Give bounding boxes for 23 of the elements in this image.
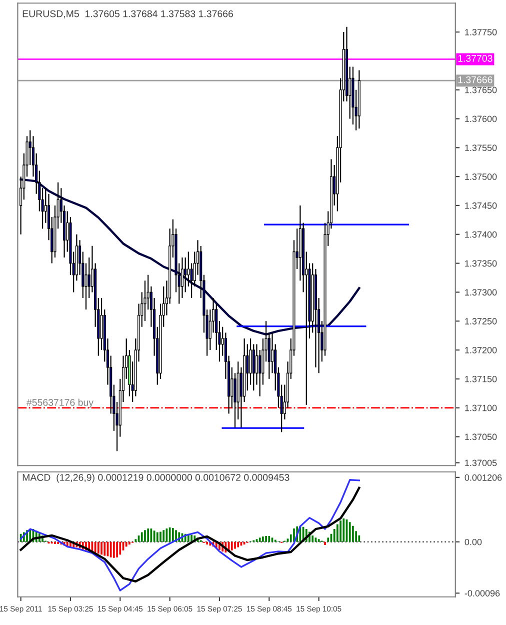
y-tick-label: 1.37650 — [465, 86, 497, 94]
y-tick-label: -0.00096 — [464, 590, 500, 596]
y-tick-label: 1.37600 — [465, 116, 497, 122]
y-tick-label: 1.37100 — [465, 404, 497, 412]
ref-line-label: 1.37666 — [458, 76, 492, 84]
y-tick-label: 1.37450 — [465, 202, 497, 209]
chart-title: MACD (12,26,9) 0.0001219 0.0000000 0.0010672 0.0009453 — [22, 474, 290, 483]
y-tick-label: 1.37400 — [465, 231, 497, 238]
y-tick-label: 1.37200 — [465, 346, 497, 354]
y-tick-label: 1.37050 — [465, 434, 497, 440]
y-tick-label: 0.00 — [464, 538, 482, 546]
y-tick-label: 1.37300 — [465, 289, 497, 296]
y-tick-label: 1.37250 — [465, 318, 497, 324]
y-tick-label: 0.001206 — [464, 474, 502, 481]
y-tick-label: 1.37750 — [465, 29, 497, 36]
y-tick-label: 1.37150 — [465, 376, 497, 382]
text: EURUSD,M5 1.37605 1.37684 1.37583 1.37666 — [22, 10, 233, 18]
y-tick-label: 1.37005 — [465, 460, 497, 466]
y-tick-label: 1.37500 — [465, 174, 497, 180]
y-tick-label: 1.37350 — [465, 260, 497, 267]
y-tick-label: 1.37550 — [465, 144, 497, 152]
ref-line-label: #55637176 buy — [26, 398, 94, 408]
ref-line-label: 1.37703 — [458, 54, 492, 62]
